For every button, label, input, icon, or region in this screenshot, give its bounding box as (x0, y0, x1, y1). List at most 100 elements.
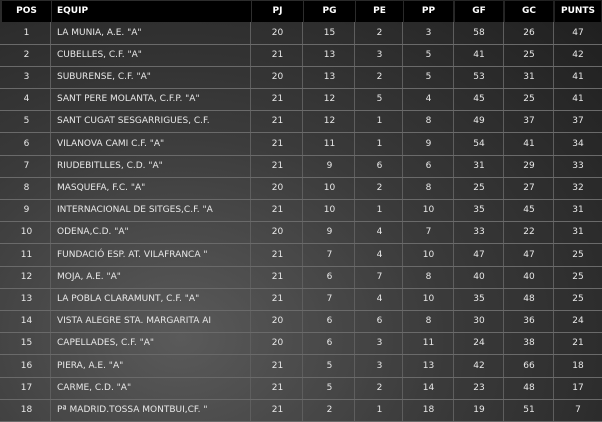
stat-cell: 24 (572, 316, 584, 327)
stat-cell: 18 (422, 404, 435, 415)
stat-cell: 6 (376, 160, 383, 171)
row-divider (0, 87, 602, 89)
row-divider (0, 110, 602, 112)
stat-cell: 2 (326, 404, 333, 415)
stat-cell: 14 (422, 382, 435, 393)
stat-cell: 10 (323, 182, 336, 193)
stat-cell: 54 (473, 138, 485, 149)
stat-cell: 41 (572, 94, 584, 105)
stat-cell: 47 (572, 27, 584, 38)
stat-cell: 20 (271, 182, 284, 193)
header-cell: PP (404, 1, 453, 22)
stat-cell: 8 (425, 316, 432, 327)
team-name: CUBELLES, C.F. "A" (57, 49, 142, 60)
stat-cell: 27 (523, 182, 535, 193)
stat-cell: 8 (425, 116, 432, 127)
stat-cell: 4 (376, 249, 383, 260)
team-name: INTERNACIONAL DE SITGES,C.F. "A (57, 205, 213, 216)
stat-cell: 6 (376, 316, 383, 327)
stat-cell: 21 (271, 49, 284, 60)
stat-cell: 18 (572, 360, 584, 371)
stat-cell: 21 (271, 94, 284, 105)
header-cell: GC (505, 1, 553, 22)
stat-cell: 5 (326, 382, 333, 393)
team-name: LA POBLA CLARAMUNT, C.F. "A" (57, 293, 200, 304)
stat-cell: 48 (523, 293, 535, 304)
stat-cell: 33 (473, 227, 485, 238)
stat-cell: 19 (473, 404, 485, 415)
stat-cell: 31 (572, 205, 584, 216)
stat-cell: 4 (376, 227, 383, 238)
row-divider (0, 287, 602, 289)
stat-cell: 21 (271, 205, 284, 216)
team-name: MASQUEFA, F.C. "A" (57, 182, 146, 193)
stat-cell: 31 (572, 227, 584, 238)
stat-cell: 13 (20, 293, 33, 304)
stat-cell: 21 (271, 293, 284, 304)
stat-cell: 23 (473, 382, 485, 393)
row-divider (0, 43, 602, 45)
row-divider (0, 420, 602, 422)
stat-cell: 31 (523, 71, 535, 82)
stat-cell: 21 (271, 116, 284, 127)
stat-cell: 25 (572, 249, 584, 260)
row-divider (0, 376, 602, 378)
stat-cell: 15 (323, 27, 336, 38)
stat-cell: 36 (523, 316, 535, 327)
team-name: ODENA,C.D. "A" (57, 227, 129, 238)
stat-cell: 25 (572, 293, 584, 304)
header-cell: POS (2, 1, 51, 22)
stat-cell: 41 (523, 138, 535, 149)
stat-cell: 5 (376, 94, 383, 105)
stat-cell: 29 (523, 160, 535, 171)
team-name: MOJA, A.E. "A" (57, 271, 121, 282)
stat-cell: 4 (23, 94, 30, 105)
stat-cell: 8 (23, 182, 30, 193)
stat-cell: 6 (326, 271, 333, 282)
stat-cell: 20 (271, 71, 284, 82)
stat-cell: 21 (271, 138, 284, 149)
stat-cell: 53 (473, 71, 485, 82)
stat-cell: 7 (23, 160, 30, 171)
row-divider (0, 198, 602, 200)
row-divider (0, 132, 602, 134)
stat-cell: 7 (425, 227, 432, 238)
stat-cell: 11 (20, 249, 33, 260)
row-divider (0, 65, 602, 67)
stat-cell: 66 (523, 360, 535, 371)
stat-cell: 21 (271, 249, 284, 260)
stat-cell: 20 (271, 338, 284, 349)
row-divider (0, 243, 602, 245)
stat-cell: 34 (572, 138, 584, 149)
stat-cell: 3 (376, 338, 383, 349)
stat-cell: 37 (572, 116, 584, 127)
stat-cell: 26 (523, 27, 535, 38)
stat-cell: 7 (326, 249, 333, 260)
stat-cell: 13 (422, 360, 435, 371)
stat-cell: 45 (523, 205, 535, 216)
row-divider (0, 398, 602, 400)
stat-cell: 41 (473, 49, 485, 60)
stat-cell: 9 (326, 160, 333, 171)
stat-cell: 10 (20, 227, 33, 238)
stat-cell: 47 (523, 249, 535, 260)
stat-cell: 8 (425, 182, 432, 193)
row-divider (0, 176, 602, 178)
stat-cell: 3 (376, 49, 383, 60)
stat-cell: 1 (376, 138, 383, 149)
stat-cell: 42 (473, 360, 485, 371)
team-name: SUBURENSE, C.F. "A" (57, 71, 151, 82)
row-divider (0, 221, 602, 223)
stat-cell: 25 (523, 94, 535, 105)
stat-cell: 11 (323, 138, 336, 149)
stat-cell: 25 (523, 49, 535, 60)
stat-cell: 10 (422, 249, 435, 260)
stat-cell: 24 (473, 338, 485, 349)
stat-cell: 6 (425, 160, 432, 171)
row-divider (0, 332, 602, 334)
stat-cell: 10 (323, 205, 336, 216)
stat-cell: 58 (473, 27, 485, 38)
stat-cell: 45 (473, 94, 485, 105)
stat-cell: 12 (323, 116, 336, 127)
stat-cell: 10 (422, 205, 435, 216)
